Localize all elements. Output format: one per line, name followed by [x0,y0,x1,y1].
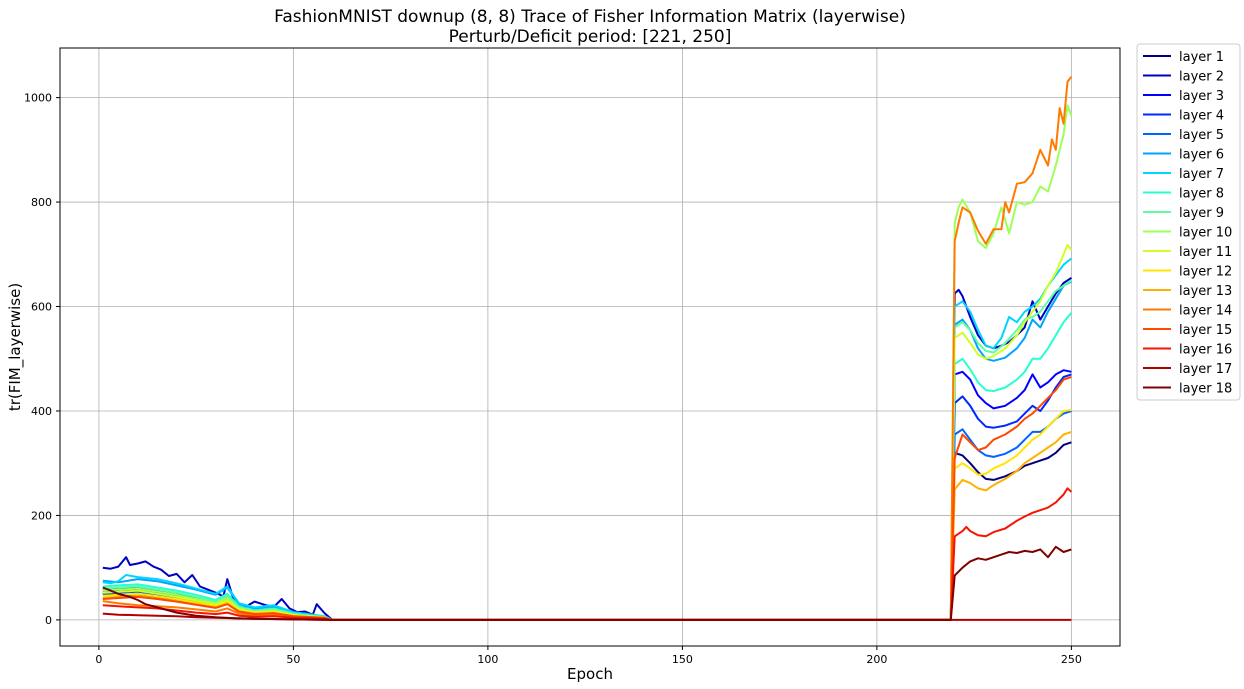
legend-entry-layer-8: layer 8 [1179,187,1224,202]
series-line-layer-1 [102,441,1072,621]
series-line-layer-7 [102,257,1073,621]
legend-entry-layer-14: layer 14 [1179,304,1232,319]
grid-lines [60,48,1120,646]
legend-entry-layer-15: layer 15 [1179,323,1232,338]
series-line-layer-9 [102,279,1072,621]
y-tick-label: 800 [31,196,52,209]
legend-entry-layer-2: layer 2 [1179,70,1224,85]
series-line-layer-11 [102,243,1073,621]
legend-entry-layer-4: layer 4 [1179,109,1224,124]
series-line-layer-2 [102,276,1072,621]
chart-subtitle: Perturb/Deficit period: [221, 250] [449,27,732,47]
legend-entry-layer-1: layer 1 [1179,50,1224,65]
plot-area [59,47,1121,647]
y-tick-label: 400 [31,405,52,418]
series-line-layer-18 [102,545,1072,621]
legend-entry-layer-11: layer 11 [1179,245,1232,260]
series-line-layer-13 [102,430,1072,621]
series-line-layer-3 [102,369,1072,621]
x-tick-label: 50 [286,653,300,666]
x-tick-label: 250 [1061,653,1082,666]
x-axis-label: Epoch [567,665,613,683]
legend-entry-layer-7: layer 7 [1179,167,1224,182]
series-lines [102,76,1073,621]
y-tick-label: 1000 [24,92,52,105]
legend-entry-layer-3: layer 3 [1179,89,1224,104]
legend-entry-layer-13: layer 13 [1179,284,1232,299]
legend-entry-layer-17: layer 17 [1179,362,1232,377]
axis-ticks: 0 50 100 150 200 250 0 200 400 600 800 1000 [24,92,1082,666]
legend: layer 1 layer 2 layer 3 layer 4 layer 5 layer… [1136,43,1241,401]
legend-entry-layer-10: layer 10 [1179,226,1232,241]
y-tick-label: 200 [31,509,52,522]
y-tick-label: 0 [45,614,52,627]
series-line-layer-15 [102,376,1072,621]
series-line-layer-6 [102,280,1072,621]
y-tick-label: 600 [31,301,52,314]
chart-title: FashionMNIST downup (8, 8) Trace of Fish… [274,7,906,27]
series-line-layer-10 [102,104,1073,621]
y-axis-label: tr(FIM_layerwise) [6,283,25,411]
legend-entry-layer-5: layer 5 [1179,128,1224,143]
legend-entry-layer-12: layer 12 [1179,265,1232,280]
x-tick-label: 0 [95,653,102,666]
legend-entry-layer-6: layer 6 [1179,148,1224,163]
x-tick-label: 200 [866,653,887,666]
legend-entry-layer-16: layer 16 [1179,343,1232,358]
x-tick-label: 100 [477,653,498,666]
series-line-layer-8 [102,312,1073,621]
legend-entry-layer-18: layer 18 [1179,382,1232,397]
series-line-layer-14 [102,76,1073,621]
series-line-layer-16 [102,487,1073,621]
legend-entry-layer-9: layer 9 [1179,206,1224,221]
x-tick-label: 150 [672,653,693,666]
series-line-layer-12 [102,408,1072,621]
